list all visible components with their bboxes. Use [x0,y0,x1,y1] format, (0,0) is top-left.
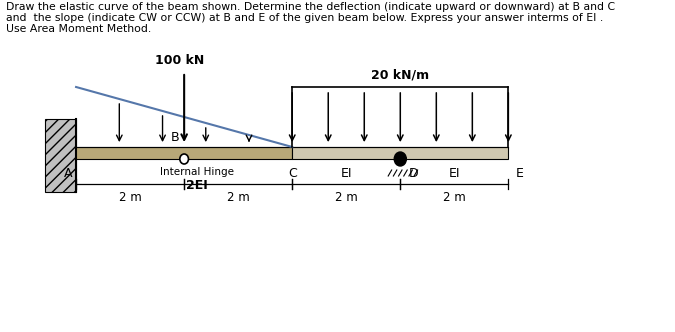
Text: E: E [515,167,523,180]
Text: 2 m: 2 m [335,191,358,204]
Bar [292,147,508,159]
Circle shape [180,154,188,164]
Text: 2EI: 2EI [186,179,208,192]
Text: EI: EI [340,167,352,180]
Text: 2 m: 2 m [443,191,466,204]
Text: A: A [64,167,73,180]
Text: Internal Hinge: Internal Hinge [160,167,234,177]
Circle shape [394,152,406,166]
Text: C: C [288,167,296,180]
Text: 2 m: 2 m [119,191,142,204]
Bar [45,119,76,192]
Text: Use Area Moment Method.: Use Area Moment Method. [6,24,151,34]
Text: 100 kN: 100 kN [155,54,205,67]
Text: Draw the elastic curve of the beam shown. Determine the deflection (indicate upw: Draw the elastic curve of the beam shown… [6,2,615,12]
Text: 20 kN/m: 20 kN/m [371,68,429,81]
Text: D: D [409,167,418,180]
Text: and  the slope (indicate CW or CCW) at B and E of the given beam below. Express : and the slope (indicate CW or CCW) at B … [6,13,603,23]
Text: 2 m: 2 m [227,191,250,204]
Text: B: B [171,131,180,144]
Bar [76,147,292,159]
Text: EI: EI [449,167,460,180]
